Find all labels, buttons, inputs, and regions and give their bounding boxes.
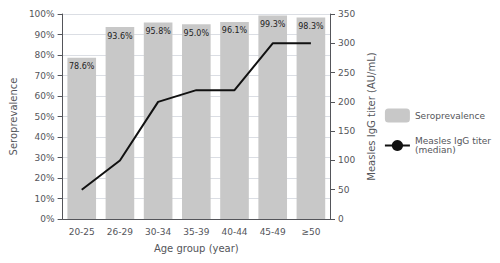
svg-text:93.6%: 93.6% [107, 32, 133, 41]
svg-text:200: 200 [338, 97, 355, 107]
svg-text:20-25: 20-25 [69, 227, 95, 237]
svg-text:300: 300 [338, 38, 355, 48]
svg-text:(median): (median) [415, 145, 456, 155]
svg-text:99.3%: 99.3% [260, 20, 286, 29]
svg-text:40-44: 40-44 [221, 227, 247, 237]
svg-text:10%: 10% [35, 194, 55, 204]
svg-text:50: 50 [338, 185, 350, 195]
svg-text:0%: 0% [40, 214, 55, 224]
svg-text:100%: 100% [29, 9, 55, 19]
svg-text:Age group (year): Age group (year) [154, 243, 239, 254]
svg-text:95.0%: 95.0% [184, 29, 210, 38]
svg-text:Seroprevalence: Seroprevalence [415, 111, 486, 121]
svg-text:Measles IgG titer: Measles IgG titer [414, 136, 491, 146]
svg-text:70%: 70% [35, 71, 55, 81]
svg-text:78.6%: 78.6% [69, 62, 95, 71]
svg-text:250: 250 [338, 68, 355, 78]
svg-text:90%: 90% [35, 30, 55, 40]
svg-text:30-34: 30-34 [145, 227, 171, 237]
svg-text:45-49: 45-49 [260, 227, 286, 237]
svg-text:50%: 50% [35, 112, 55, 122]
svg-text:60%: 60% [35, 91, 55, 101]
svg-text:96.1%: 96.1% [222, 26, 248, 35]
svg-text:35-39: 35-39 [183, 227, 209, 237]
svg-text:150: 150 [338, 126, 355, 136]
svg-text:100: 100 [338, 155, 355, 165]
svg-text:98.3%: 98.3% [298, 22, 324, 31]
svg-text:40%: 40% [35, 132, 55, 142]
svg-text:≥50: ≥50 [301, 227, 320, 237]
svg-text:20%: 20% [35, 173, 55, 183]
svg-text:30%: 30% [35, 153, 55, 163]
svg-text:26-29: 26-29 [107, 227, 133, 237]
svg-text:95.8%: 95.8% [145, 27, 171, 36]
svg-text:80%: 80% [35, 50, 55, 60]
svg-text:Measles IgG titer (AU/mL): Measles IgG titer (AU/mL) [366, 52, 377, 180]
svg-text:0: 0 [338, 214, 344, 224]
svg-text:350: 350 [338, 9, 355, 19]
svg-text:Seroprevalence: Seroprevalence [8, 78, 19, 156]
